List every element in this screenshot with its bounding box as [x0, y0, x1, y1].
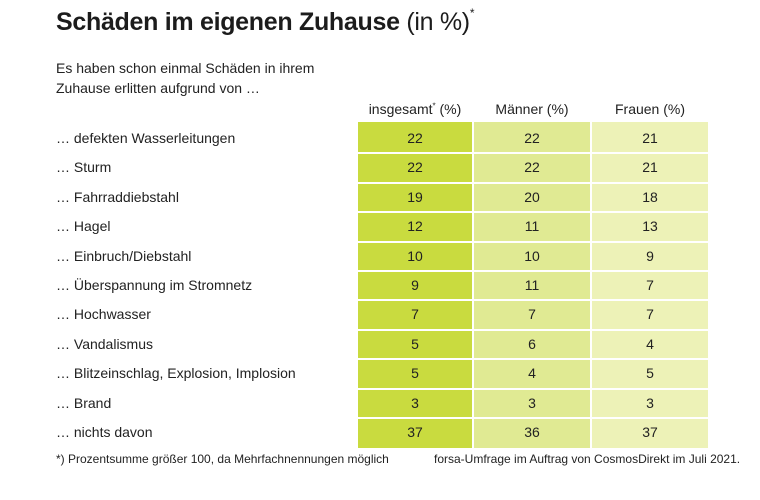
row-separator	[358, 387, 708, 390]
cell-women: 21	[642, 130, 658, 146]
chart-title-marker: *	[469, 6, 475, 20]
row-separator	[358, 211, 708, 214]
cell-total: 5	[411, 335, 419, 352]
cell-women: 9	[646, 247, 654, 264]
row-separator	[358, 299, 708, 302]
column-header-total: insgesamt* (%)	[368, 101, 462, 117]
row-label: … Vandalismus	[56, 335, 154, 352]
row-label: … Überspannung im Stromnetz	[56, 277, 253, 293]
cell-total: 22	[407, 130, 423, 146]
row-label: … Hochwasser	[56, 306, 151, 323]
chart-subtitle: Es haben schon einmal Schäden in ihrem Z…	[56, 60, 315, 96]
cell-total: 9	[411, 277, 419, 293]
chart-title-unit: (in %)	[406, 8, 470, 36]
column-background-women	[592, 122, 708, 448]
row-separator	[358, 358, 708, 361]
column-background-men	[474, 122, 590, 448]
row-label: … Sturm	[56, 159, 112, 176]
row-separator	[358, 240, 708, 243]
cell-men: 6	[528, 335, 536, 352]
row-label: … nichts davon	[56, 424, 153, 440]
row-separator	[358, 181, 708, 184]
cell-men: 22	[524, 159, 540, 176]
cell-total: 3	[411, 394, 419, 411]
row-label: … Blitzeinschlag, Explosion, Implosion	[56, 365, 296, 382]
cell-men: 7	[528, 306, 536, 323]
cell-women: 7	[646, 277, 654, 293]
cell-men: 11	[524, 218, 540, 235]
cell-men: 3	[528, 394, 536, 411]
cell-total: 7	[411, 306, 419, 323]
cell-total: 10	[407, 247, 423, 264]
column-header-women: Frauen (%)	[614, 101, 686, 117]
cell-women: 3	[646, 394, 654, 411]
row-separator	[358, 270, 708, 272]
cell-total: 5	[411, 365, 419, 382]
cell-men: 20	[524, 188, 540, 205]
cell-women: 4	[646, 335, 654, 352]
cell-women: 13	[642, 218, 658, 235]
cell-women: 37	[642, 424, 658, 440]
cell-men: 36	[524, 424, 540, 440]
cell-women: 5	[646, 365, 654, 382]
cell-total: 22	[407, 159, 423, 176]
cell-men: 22	[524, 130, 540, 146]
column-background-total	[358, 122, 472, 448]
footnote-source: forsa-Umfrage im Auftrag von CosmosDirek…	[434, 452, 741, 466]
cell-men: 4	[528, 365, 536, 382]
cell-total: 12	[407, 218, 423, 235]
row-label: … Brand	[56, 394, 112, 411]
cell-men: 10	[524, 247, 540, 264]
column-header-men: Männer (%)	[495, 101, 569, 117]
row-separator	[358, 328, 708, 331]
cell-men: 11	[524, 277, 540, 293]
chart-title: Schäden im eigenen Zuhause (in %)*	[56, 6, 475, 37]
row-separator	[358, 417, 708, 419]
row-label: … Hagel	[56, 218, 111, 235]
footnote-left: *) Prozentsumme größer 100, da Mehrfachn…	[56, 452, 389, 466]
cell-women: 21	[642, 159, 658, 176]
cell-total: 19	[407, 188, 423, 205]
cell-women: 7	[646, 306, 654, 323]
cell-total: 37	[407, 424, 423, 440]
row-label: … Einbruch/Diebstahl	[56, 247, 192, 264]
row-label: … Fahrraddiebstahl	[56, 188, 179, 205]
row-separator	[358, 152, 708, 155]
chart-title-main: Schäden im eigenen Zuhause	[56, 8, 400, 36]
cell-women: 18	[642, 188, 658, 205]
row-label: … defekten Wasserleitungen	[56, 130, 236, 146]
